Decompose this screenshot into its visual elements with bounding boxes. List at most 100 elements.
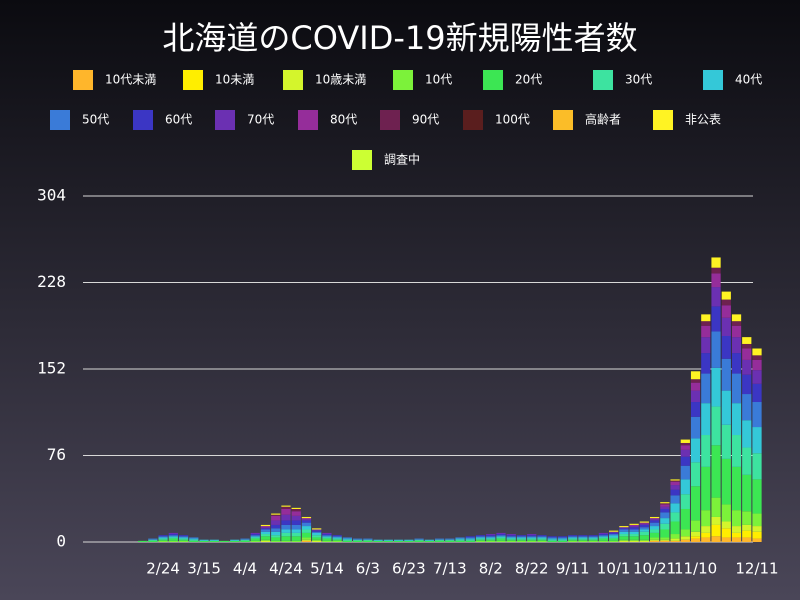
legend: 10代未満 10未満 10歳未満 10代 20代 30代 40代 50代 60代 70代 80代 90… — [50, 70, 762, 170]
x-tick-label: 6/23 — [392, 560, 426, 578]
bar-segment — [455, 538, 465, 540]
bar-segment — [588, 538, 598, 540]
bar-segment — [649, 518, 660, 520]
bar-segment — [660, 512, 670, 519]
bar-segment — [578, 537, 588, 539]
bar-segment — [434, 540, 445, 542]
bar-segment — [742, 348, 752, 360]
legend-swatch — [653, 110, 673, 130]
bar-segment — [332, 535, 342, 537]
bar-segment — [690, 416, 701, 439]
bar-segment — [353, 540, 363, 542]
bar-segment — [649, 540, 660, 542]
bar-segment — [701, 466, 711, 511]
bar-segment — [312, 528, 322, 530]
bar-segment — [568, 540, 578, 542]
bar-segment — [271, 540, 281, 542]
bar-segment — [465, 540, 475, 542]
bar-segment — [271, 537, 281, 541]
bar-segment — [291, 507, 301, 509]
bar-segment — [690, 520, 701, 532]
x-tick-label: 6/3 — [356, 560, 380, 578]
bar-segment — [639, 523, 649, 525]
bar-segment — [711, 287, 721, 307]
bar-segment — [660, 523, 670, 530]
bar-segment — [168, 537, 178, 539]
bar-segment — [701, 526, 711, 533]
y-tick-label: 304 — [37, 186, 66, 205]
bar-segment — [731, 325, 742, 338]
bar-segment — [281, 529, 291, 533]
bar-segment — [557, 539, 568, 541]
bar-segment — [701, 537, 711, 542]
bar-segment — [701, 325, 711, 338]
legend-label: 10代 — [425, 73, 452, 87]
axes: 0 76 152 228 304 2/24 3/15 4/4 4/24 5/14 6/3 6/23 7/… — [37, 186, 779, 578]
bar-segment — [322, 540, 332, 542]
bar-segment — [291, 511, 301, 516]
bar-segment — [281, 536, 291, 541]
bar-segment — [731, 435, 742, 467]
x-tick-label: 10/1 — [597, 560, 631, 578]
bar-segment — [752, 479, 762, 514]
bar-segment — [219, 540, 230, 542]
bar-segment — [629, 527, 639, 530]
bar-segment — [752, 359, 762, 371]
bar-segment — [291, 532, 301, 537]
bar-segment — [742, 530, 752, 538]
bar-segment — [752, 538, 762, 542]
bar-segment — [649, 516, 660, 519]
bar-segment — [465, 538, 475, 540]
bar-segment — [250, 540, 260, 542]
bar-segment — [189, 540, 199, 542]
bar-segment — [742, 447, 752, 475]
bar-segment — [557, 536, 568, 538]
bar-segment — [701, 353, 711, 374]
bar-segment — [250, 536, 260, 538]
legend-label: 20代 — [515, 73, 542, 87]
bar-segment — [680, 479, 690, 495]
bar-segment — [649, 526, 660, 530]
bar-segment — [609, 540, 619, 542]
bar-segment — [609, 532, 619, 535]
bar-segment — [742, 420, 752, 448]
bar-segment — [199, 539, 209, 541]
bar-segment — [660, 537, 670, 540]
legend-swatch — [283, 70, 303, 90]
bar-segment — [660, 529, 670, 538]
bar-segment — [649, 520, 660, 523]
bar-segment — [189, 539, 199, 541]
legend-label: 10代未満 — [105, 73, 156, 87]
bar-segment — [731, 526, 742, 533]
bar-segment — [322, 532, 332, 535]
bar-segment — [168, 535, 178, 537]
bar-segment — [690, 390, 701, 403]
bar-segment — [701, 321, 711, 326]
bar-segment — [690, 382, 701, 391]
bar-segment — [639, 527, 649, 530]
bar-segment — [475, 537, 486, 539]
bar-segment — [260, 529, 271, 532]
bar-segment — [434, 538, 445, 540]
bar-segment — [568, 536, 578, 538]
legend-swatch — [73, 70, 93, 90]
bar-segment — [291, 524, 301, 530]
bar-segment — [516, 539, 527, 541]
bar-segment — [496, 535, 506, 537]
bar-segment — [721, 458, 731, 505]
bar-segment — [312, 539, 322, 541]
bar-segment — [731, 510, 742, 527]
bar-segment — [332, 540, 342, 542]
bar-segment — [598, 538, 609, 541]
bar-segment — [240, 540, 250, 542]
bar-segment — [178, 535, 189, 537]
bar-segment — [547, 537, 557, 539]
bar-segment — [721, 299, 731, 306]
bar-segment — [475, 536, 486, 538]
bar-segment — [332, 536, 342, 538]
bar-segment — [731, 321, 742, 326]
bar-segment — [547, 538, 557, 540]
bar-segment — [701, 435, 711, 467]
bar-segment — [742, 337, 752, 344]
bar-segment — [475, 538, 486, 540]
